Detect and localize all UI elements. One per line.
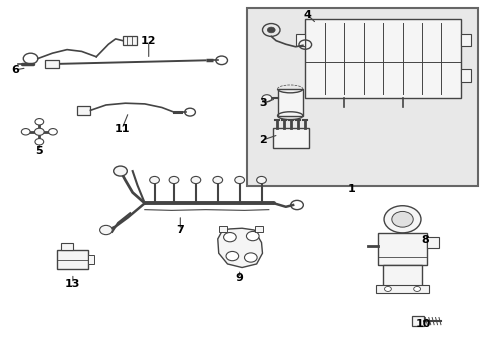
Text: 7: 7 (176, 225, 184, 235)
Circle shape (149, 176, 159, 184)
Text: 11: 11 (114, 124, 129, 134)
Bar (375, 285, 428, 293)
Bar (45, 60, 59, 68)
Circle shape (383, 206, 420, 233)
Circle shape (35, 139, 43, 145)
Circle shape (21, 129, 30, 135)
Circle shape (100, 225, 112, 235)
Bar (122, 36, 136, 45)
Circle shape (262, 95, 271, 102)
Circle shape (223, 233, 236, 242)
Text: 4: 4 (303, 10, 311, 20)
Circle shape (48, 129, 57, 135)
Bar (246, 8, 477, 186)
Text: 2: 2 (259, 135, 266, 145)
Bar (277, 89, 302, 116)
Circle shape (35, 118, 43, 125)
Bar (460, 69, 469, 82)
Bar (88, 255, 94, 264)
Bar (295, 33, 305, 46)
Circle shape (244, 253, 257, 262)
Bar (77, 106, 90, 114)
Circle shape (384, 287, 390, 292)
Bar (382, 265, 421, 288)
Circle shape (256, 176, 266, 184)
Bar (272, 128, 308, 148)
Circle shape (413, 287, 420, 292)
Bar (57, 249, 88, 269)
Circle shape (191, 176, 201, 184)
Circle shape (114, 166, 127, 176)
Circle shape (391, 211, 412, 227)
Bar (460, 33, 469, 46)
Circle shape (246, 231, 259, 241)
Circle shape (34, 128, 44, 135)
Text: 12: 12 (141, 36, 156, 46)
Circle shape (212, 176, 222, 184)
Bar (218, 226, 226, 232)
Circle shape (234, 176, 244, 184)
Bar (377, 233, 426, 265)
Text: 1: 1 (347, 184, 355, 194)
Bar (255, 226, 263, 232)
Text: 3: 3 (259, 98, 266, 108)
Bar (305, 19, 460, 98)
Circle shape (169, 176, 179, 184)
Bar (411, 316, 424, 326)
Circle shape (225, 251, 238, 261)
Text: 13: 13 (65, 279, 81, 289)
Text: 5: 5 (36, 146, 43, 156)
Text: 6: 6 (11, 65, 19, 75)
Text: 8: 8 (421, 235, 428, 245)
Text: 9: 9 (235, 273, 243, 283)
Polygon shape (217, 228, 262, 267)
Circle shape (267, 27, 275, 33)
Bar (61, 243, 73, 250)
Bar (426, 237, 438, 248)
Text: 10: 10 (415, 319, 430, 329)
